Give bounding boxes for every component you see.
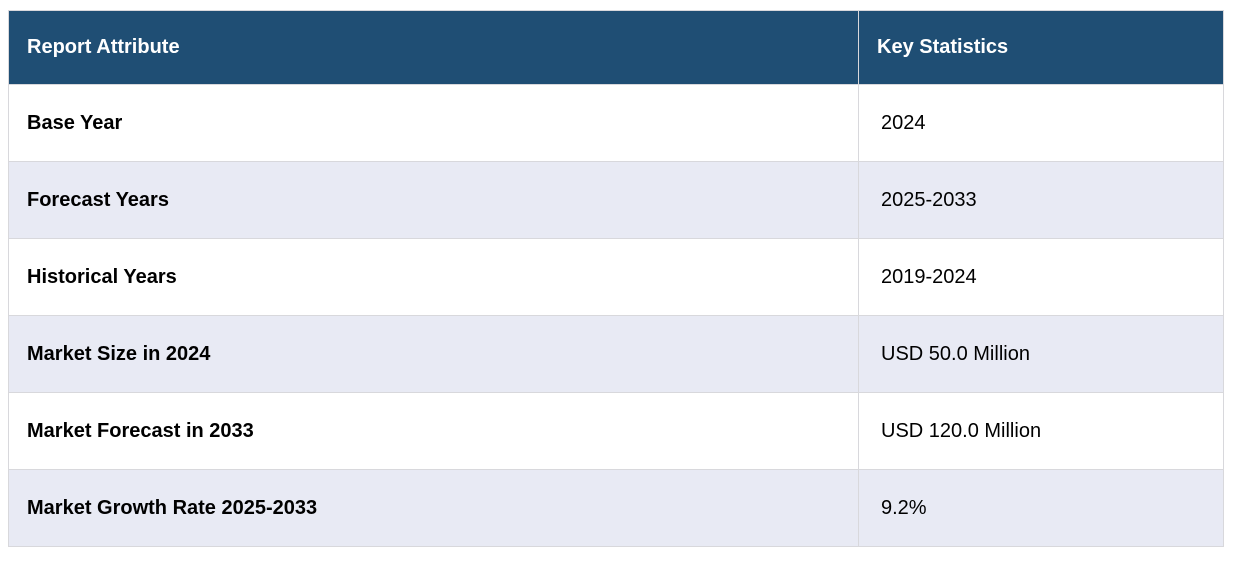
value-cell: 2025-2033 <box>858 161 1224 239</box>
table-row: Forecast Years 2025-2033 <box>8 161 1224 239</box>
column-header-key-statistics: Key Statistics <box>858 10 1224 85</box>
table-row: Base Year 2024 <box>8 84 1224 162</box>
value-cell: USD 120.0 Million <box>858 392 1224 470</box>
value-cell: 2024 <box>858 84 1224 162</box>
table-row: Market Forecast in 2033 USD 120.0 Millio… <box>8 392 1224 470</box>
report-summary-table-container: Report Attribute Key Statistics Base Yea… <box>8 10 1224 547</box>
attribute-cell: Market Forecast in 2033 <box>8 392 859 470</box>
attribute-cell: Market Growth Rate 2025-2033 <box>8 469 859 547</box>
attribute-cell: Base Year <box>8 84 859 162</box>
attribute-cell: Forecast Years <box>8 161 859 239</box>
value-cell: 2019-2024 <box>858 238 1224 316</box>
table-header-row: Report Attribute Key Statistics <box>8 10 1224 85</box>
table-row: Historical Years 2019-2024 <box>8 238 1224 316</box>
column-header-report-attribute: Report Attribute <box>8 10 859 85</box>
attribute-cell: Market Size in 2024 <box>8 315 859 393</box>
report-summary-table: Report Attribute Key Statistics Base Yea… <box>8 10 1224 547</box>
attribute-cell: Historical Years <box>8 238 859 316</box>
value-cell: 9.2% <box>858 469 1224 547</box>
table-row: Market Size in 2024 USD 50.0 Million <box>8 315 1224 393</box>
table-row: Market Growth Rate 2025-2033 9.2% <box>8 469 1224 547</box>
value-cell: USD 50.0 Million <box>858 315 1224 393</box>
